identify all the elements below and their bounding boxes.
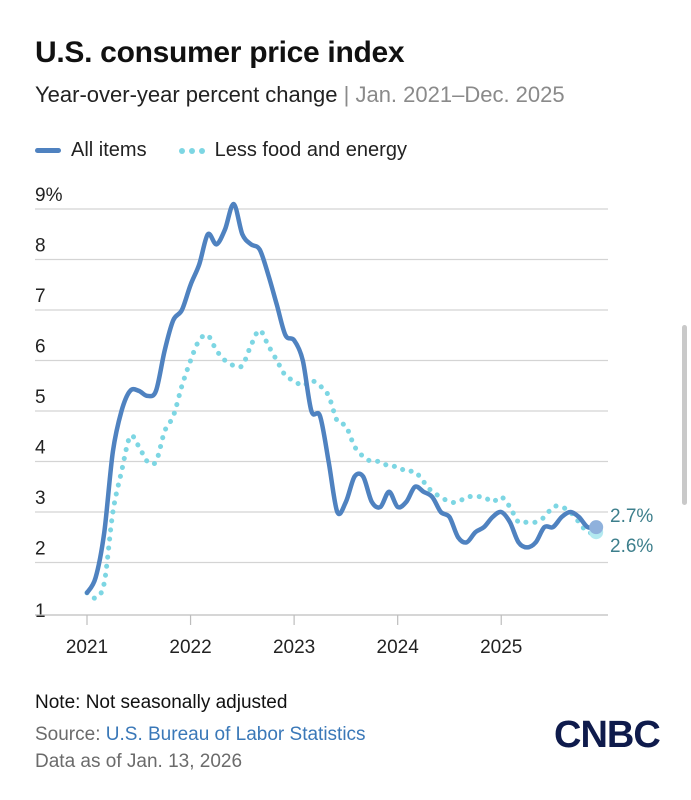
cnbc-logo: CNBC — [554, 714, 661, 756]
scrollbar[interactable] — [682, 325, 687, 505]
y-tick-label: 6 — [35, 337, 46, 358]
footnote-note: Note: Not seasonally adjusted — [35, 692, 288, 713]
chart-title: U.S. consumer price index — [35, 36, 405, 69]
series-line-all-items — [84, 201, 599, 596]
cnbc-logo-text: CNBC — [554, 714, 660, 756]
series-line-less-food-and-energy — [84, 327, 599, 601]
y-tick-label: 8 — [35, 236, 46, 257]
footnote-data-as-of: Data as of Jan. 13, 2026 — [35, 751, 243, 772]
x-tick-label: 2025 — [480, 637, 522, 658]
y-tick-label: 4 — [35, 438, 46, 459]
y-tick-label: 3 — [35, 488, 46, 509]
x-tick-label: 2023 — [273, 637, 315, 658]
subtitle-separator: | — [343, 82, 350, 107]
subtitle-main: Year-over-year percent change — [35, 82, 338, 107]
footnote-source: Source: U.S. Bureau of Labor Statistics — [35, 724, 366, 746]
legend-item-all-items: All items — [35, 139, 147, 162]
end-label-less-food-and-energy: 2.6% — [610, 536, 653, 557]
y-tick-label: 7 — [35, 286, 46, 307]
cpi-line-chart: 9% 8 7 6 5 4 3 2 1 2021 2022 2023 2024 2025 2.7% 2.6% — [35, 185, 653, 658]
x-tick-label: 2022 — [169, 637, 211, 658]
source-prefix: Source: — [35, 724, 106, 745]
chart-legend: All items Less food and energy — [35, 139, 439, 162]
x-tick-label: 2021 — [66, 637, 108, 658]
subtitle-date-range: Jan. 2021–Dec. 2025 — [355, 82, 565, 107]
legend-label-all-items: All items — [71, 139, 147, 161]
y-tick-label: 1 — [35, 601, 46, 622]
legend-solid-line-swatch — [35, 148, 61, 153]
legend-label-core: Less food and energy — [214, 139, 407, 161]
source-link[interactable]: U.S. Bureau of Labor Statistics — [105, 724, 366, 745]
x-tick-label: 2024 — [377, 637, 420, 658]
legend-item-core: Less food and energy — [178, 139, 407, 162]
y-tick-label: 5 — [35, 387, 46, 408]
y-tick-label: 9% — [35, 185, 63, 206]
end-marker-all-items — [589, 520, 604, 535]
legend-dotted-line-swatch — [178, 147, 205, 154]
end-label-all-items: 2.7% — [610, 506, 653, 527]
chart-subtitle: Year-over-year percent change | Jan. 202… — [35, 82, 565, 108]
y-tick-label: 2 — [35, 539, 46, 560]
